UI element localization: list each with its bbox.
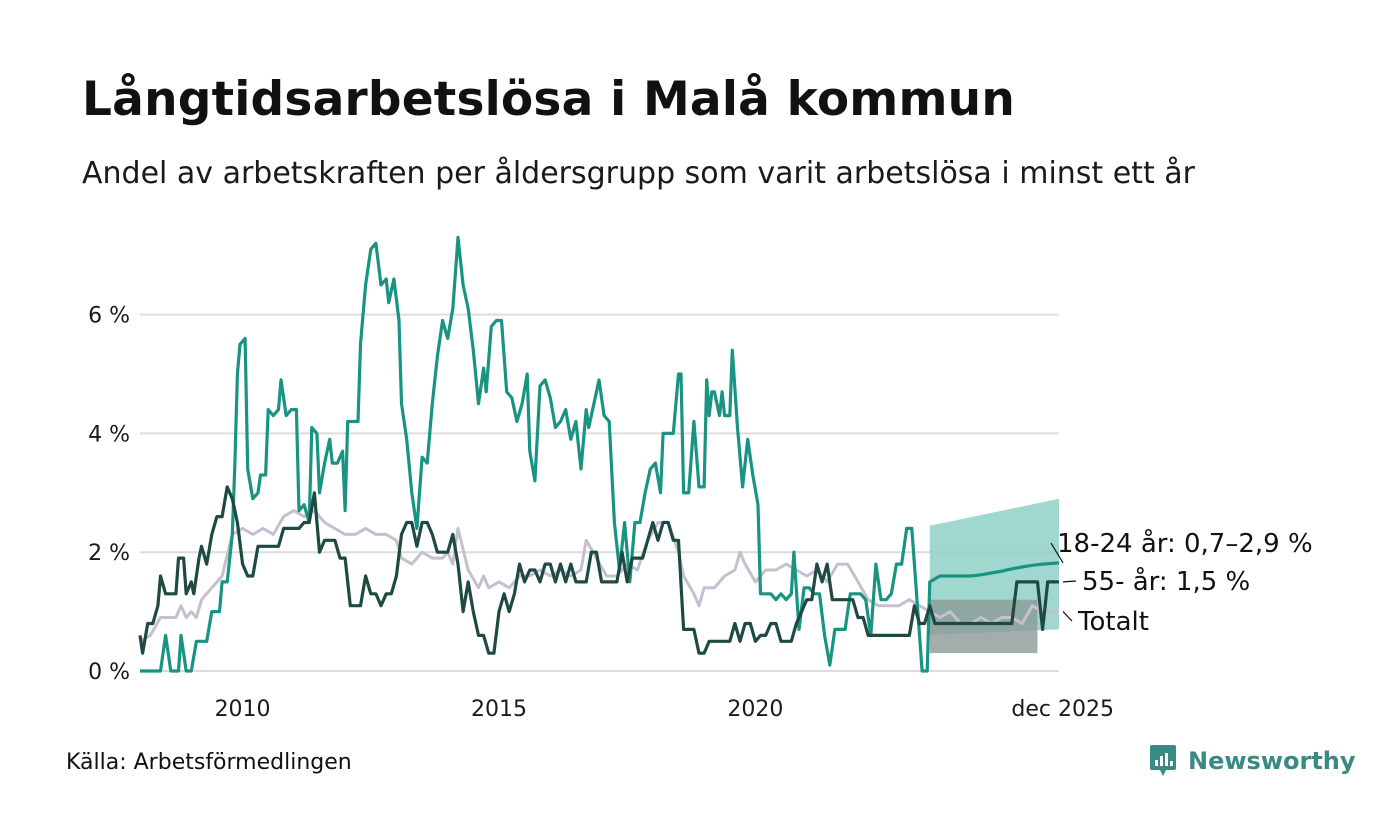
y-tick-label: 6 % — [88, 304, 130, 329]
end-label-18-24-leader — [1050, 542, 1064, 564]
end-label-layer: 18-24 år: 0,7–2,9 % 55- år: 1,5 % Totalt — [1050, 528, 1313, 637]
older-forecast-band — [929, 599, 1038, 654]
x-tick-label: 2020 — [727, 697, 783, 722]
end-label-55: 55- år: 1,5 % — [1082, 566, 1250, 597]
y-tick-label: 4 % — [88, 422, 130, 447]
axis-layer: 0 % 2 % 4 % 6 % 2010 2015 2020 dec 2025 — [88, 304, 1114, 722]
x-tick-label: dec 2025 — [1011, 697, 1114, 722]
end-label-55-leader — [1062, 580, 1077, 583]
newsworthy-logo-icon — [1150, 745, 1176, 776]
end-label-total: Totalt — [1077, 607, 1149, 637]
source-note: Källa: Arbetsförmedlingen — [66, 750, 352, 775]
band-layer — [929, 498, 1059, 654]
line-layer — [138, 235, 1060, 673]
y-tick-label: 2 % — [88, 541, 130, 566]
x-tick-label: 2015 — [471, 697, 527, 722]
x-tick-label: 2010 — [215, 697, 271, 722]
series-line-total — [139, 509, 1059, 643]
series-line-55 — [138, 485, 1059, 655]
end-label-18-24: 18-24 år: 0,7–2,9 % — [1057, 528, 1313, 559]
brand-name: Newsworthy — [1188, 747, 1356, 775]
end-label-total-leader — [1062, 611, 1073, 622]
series-line-18-24 — [140, 235, 1060, 673]
brand-logo[interactable]: Newsworthy — [1148, 744, 1356, 778]
y-tick-label: 0 % — [88, 660, 130, 685]
chart-subtitle: Andel av arbetskraften per åldersgrupp s… — [82, 156, 1195, 191]
grid-layer — [140, 313, 1059, 672]
chart-title: Långtidsarbetslösa i Malå kommun — [82, 72, 1015, 127]
